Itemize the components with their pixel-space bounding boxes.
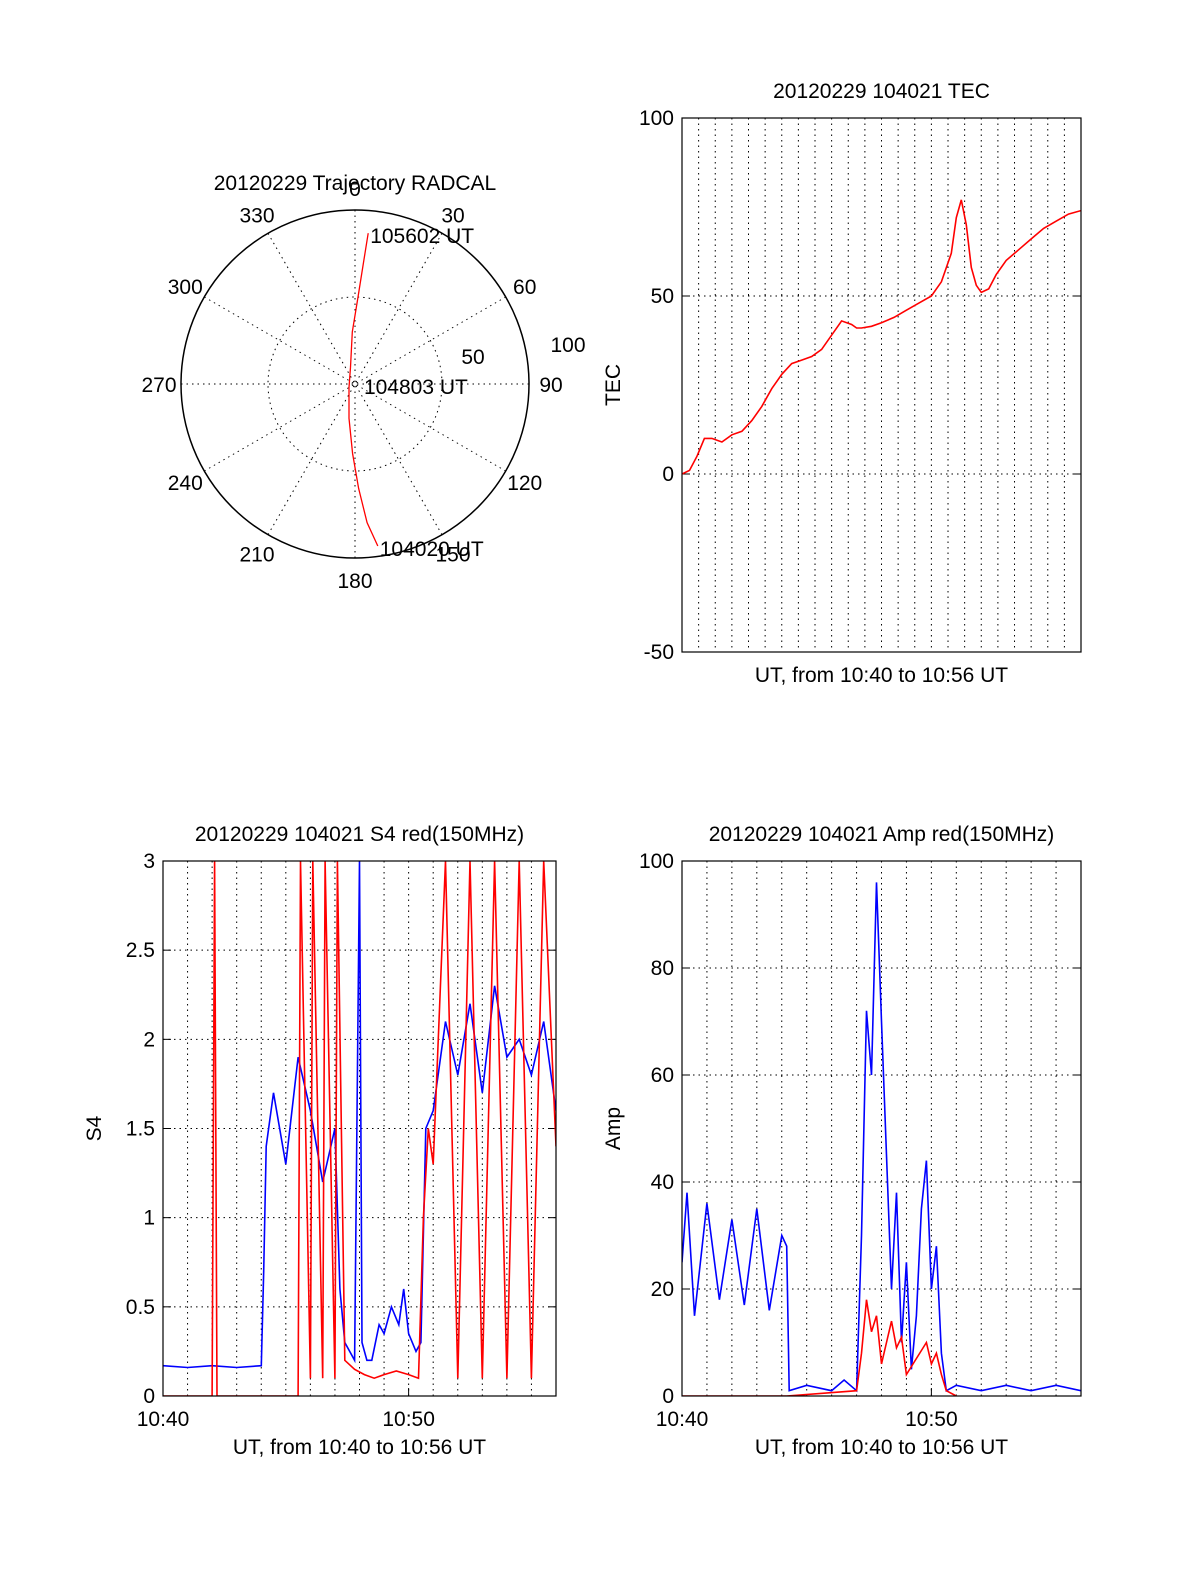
radial-tick-label: 100 bbox=[550, 334, 585, 357]
y-tick-label: 80 bbox=[651, 957, 674, 980]
y-tick-label: 2 bbox=[143, 1028, 155, 1051]
y-tick-label: 0.5 bbox=[126, 1296, 155, 1319]
azimuth-label: 240 bbox=[168, 472, 203, 495]
azimuth-label: 330 bbox=[239, 204, 274, 227]
chart-panel-1: 20120229 104021 TEC UT, from 10:40 to 10:… bbox=[602, 80, 1082, 687]
azimuth-label: 270 bbox=[141, 374, 176, 397]
polar-panel: 20120229 Trajectory RADCAL03060901201501… bbox=[141, 172, 585, 593]
y-axis-label: TEC bbox=[602, 364, 625, 406]
y-tick-label: 20 bbox=[651, 1278, 674, 1301]
y-tick-label: 50 bbox=[651, 285, 674, 308]
polar-outer-ring bbox=[180, 209, 530, 559]
plot-frame bbox=[162, 860, 557, 1397]
trajectory-time-label: 104803 UT bbox=[364, 376, 468, 399]
y-axis-label: S4 bbox=[83, 1115, 106, 1141]
data-series-line-0 bbox=[682, 199, 1081, 475]
y-tick-label: 1.5 bbox=[126, 1118, 155, 1141]
y-tick-label: -50 bbox=[644, 641, 674, 664]
data-series-line-0 bbox=[163, 861, 556, 1369]
chart-title: 20120229 104021 S4 red(150MHz) bbox=[195, 823, 524, 846]
x-axis-label: UT, from 10:40 to 10:56 UT bbox=[755, 664, 1008, 687]
y-tick-label: 40 bbox=[651, 1171, 674, 1194]
x-axis-label: UT, from 10:40 to 10:56 UT bbox=[233, 1436, 486, 1459]
y-tick-label: 100 bbox=[639, 107, 674, 130]
x-tick-label: 10:50 bbox=[905, 1408, 958, 1431]
azimuth-label: 30 bbox=[441, 204, 464, 227]
chart-title: 20120229 104021 TEC bbox=[773, 80, 990, 103]
plot-frame bbox=[681, 117, 1082, 653]
chart-title: 20120229 104021 Amp red(150MHz) bbox=[709, 823, 1055, 846]
y-tick-label: 60 bbox=[651, 1064, 674, 1087]
radial-tick-label: 50 bbox=[461, 346, 484, 369]
trajectory-time-label: 104020 UT bbox=[380, 538, 484, 561]
polar-inner-ring bbox=[267, 296, 443, 472]
y-tick-label: 0 bbox=[662, 1385, 674, 1408]
x-axis-label: UT, from 10:40 to 10:56 UT bbox=[755, 1436, 1008, 1459]
azimuth-label: 120 bbox=[507, 472, 542, 495]
azimuth-label: 0 bbox=[349, 178, 361, 201]
trajectory-time-label: 105602 UT bbox=[370, 225, 474, 248]
y-tick-label: 0 bbox=[662, 463, 674, 486]
y-tick-label: 3 bbox=[143, 850, 155, 873]
y-tick-label: 0 bbox=[143, 1385, 155, 1408]
chart-panel-2: 20120229 104021 S4 red(150MHz) UT, from 1… bbox=[83, 823, 557, 1459]
y-tick-label: 2.5 bbox=[126, 939, 155, 962]
data-series-line-0 bbox=[682, 882, 1081, 1393]
y-tick-label: 100 bbox=[639, 850, 674, 873]
azimuth-label: 60 bbox=[513, 276, 536, 299]
chart-panel-3: 20120229 104021 Amp red(150MHz) UT, from … bbox=[602, 823, 1082, 1459]
x-tick-label: 10:50 bbox=[382, 1408, 435, 1431]
x-tick-label: 10:40 bbox=[137, 1408, 190, 1431]
y-tick-label: 1 bbox=[143, 1207, 155, 1230]
azimuth-label: 90 bbox=[539, 374, 562, 397]
trajectory-track bbox=[348, 233, 379, 547]
x-tick-label: 10:40 bbox=[656, 1408, 709, 1431]
polar-title: 20120229 Trajectory RADCAL bbox=[214, 172, 497, 195]
azimuth-label: 210 bbox=[239, 544, 274, 567]
plot-frame bbox=[681, 860, 1082, 1397]
data-series-line-1 bbox=[682, 1299, 957, 1396]
azimuth-label: 180 bbox=[337, 570, 372, 593]
azimuth-label: 150 bbox=[435, 544, 470, 567]
y-axis-label: Amp bbox=[602, 1107, 625, 1150]
data-series-line-1 bbox=[163, 861, 556, 1396]
azimuth-label: 300 bbox=[168, 276, 203, 299]
